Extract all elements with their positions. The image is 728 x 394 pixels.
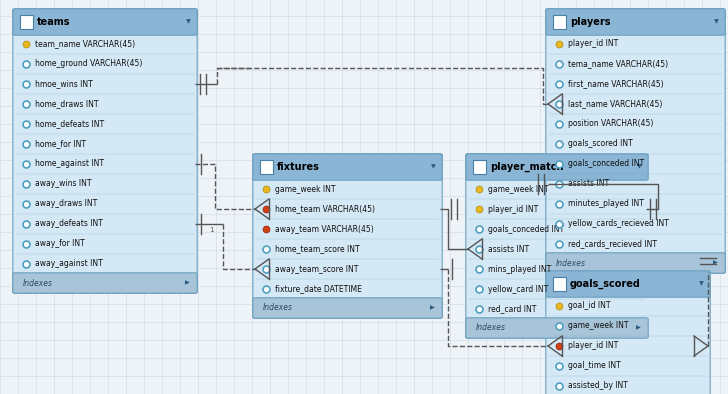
Text: ▼: ▼ bbox=[186, 19, 191, 24]
Text: mins_played INT: mins_played INT bbox=[488, 264, 551, 273]
Text: home_defeats INT: home_defeats INT bbox=[35, 119, 104, 128]
Text: ▶: ▶ bbox=[430, 305, 435, 310]
FancyBboxPatch shape bbox=[546, 253, 725, 273]
Text: ▶: ▶ bbox=[713, 260, 717, 266]
Text: team_name VARCHAR(45): team_name VARCHAR(45) bbox=[35, 39, 135, 48]
Text: goals_conceded INT: goals_conceded INT bbox=[568, 160, 644, 169]
Text: red_card INT: red_card INT bbox=[488, 305, 537, 314]
Text: ▼: ▼ bbox=[713, 19, 719, 24]
Text: away_team_score INT: away_team_score INT bbox=[275, 264, 358, 273]
FancyBboxPatch shape bbox=[253, 298, 442, 318]
Text: away_for INT: away_for INT bbox=[35, 240, 84, 249]
Bar bbox=[553, 15, 566, 29]
FancyBboxPatch shape bbox=[466, 318, 648, 338]
Text: ▼: ▼ bbox=[699, 281, 703, 286]
Text: fixture_date DATETIME: fixture_date DATETIME bbox=[275, 284, 362, 294]
Text: hmoe_wins INT: hmoe_wins INT bbox=[35, 80, 92, 89]
Bar bbox=[553, 277, 566, 291]
Text: ▼: ▼ bbox=[636, 165, 641, 169]
Text: player_id INT: player_id INT bbox=[568, 342, 618, 351]
FancyBboxPatch shape bbox=[466, 154, 648, 338]
FancyBboxPatch shape bbox=[13, 9, 197, 35]
Text: Indexes: Indexes bbox=[476, 323, 506, 333]
Text: ▼: ▼ bbox=[431, 165, 435, 169]
Text: goals_scored INT: goals_scored INT bbox=[568, 139, 633, 149]
Text: player_id INT: player_id INT bbox=[568, 39, 618, 48]
Text: players: players bbox=[570, 17, 611, 27]
Text: goals_scored: goals_scored bbox=[570, 279, 641, 289]
Text: fixtures: fixtures bbox=[277, 162, 320, 172]
Text: Indexes: Indexes bbox=[263, 303, 293, 312]
FancyBboxPatch shape bbox=[546, 9, 725, 273]
Text: home_against INT: home_against INT bbox=[35, 160, 104, 169]
Text: away_defeats INT: away_defeats INT bbox=[35, 219, 103, 229]
Text: assists INT: assists INT bbox=[568, 180, 609, 188]
Text: player_id INT: player_id INT bbox=[488, 204, 538, 214]
Text: home_ground VARCHAR(45): home_ground VARCHAR(45) bbox=[35, 59, 143, 69]
Text: assists INT: assists INT bbox=[488, 245, 529, 253]
Text: first_name VARCHAR(45): first_name VARCHAR(45) bbox=[568, 80, 664, 89]
FancyBboxPatch shape bbox=[253, 154, 442, 180]
Text: Indexes: Indexes bbox=[556, 258, 586, 268]
FancyBboxPatch shape bbox=[466, 154, 648, 180]
Text: game_week INT: game_week INT bbox=[568, 322, 628, 331]
Text: minutes_played INT: minutes_played INT bbox=[568, 199, 644, 208]
Text: game_week INT: game_week INT bbox=[488, 184, 548, 193]
FancyBboxPatch shape bbox=[546, 271, 711, 297]
Text: away_team VARCHAR(45): away_team VARCHAR(45) bbox=[275, 225, 373, 234]
Text: ▶: ▶ bbox=[636, 325, 641, 331]
Text: player_match: player_match bbox=[490, 162, 563, 172]
Text: goal_id INT: goal_id INT bbox=[568, 301, 611, 310]
Text: home_team VARCHAR(45): home_team VARCHAR(45) bbox=[275, 204, 375, 214]
Text: goals_conceded INT: goals_conceded INT bbox=[488, 225, 564, 234]
Text: yellow_card INT: yellow_card INT bbox=[488, 284, 548, 294]
Text: ▶: ▶ bbox=[185, 281, 189, 286]
Text: home_team_score INT: home_team_score INT bbox=[275, 245, 360, 253]
Bar bbox=[260, 160, 273, 174]
Text: goal_time INT: goal_time INT bbox=[568, 362, 621, 370]
Text: yellow_cards_recieved INT: yellow_cards_recieved INT bbox=[568, 219, 669, 229]
Text: 1: 1 bbox=[209, 227, 213, 233]
FancyBboxPatch shape bbox=[546, 9, 725, 35]
Bar bbox=[20, 15, 33, 29]
Text: home_draws INT: home_draws INT bbox=[35, 100, 98, 108]
Text: game_week INT: game_week INT bbox=[275, 184, 336, 193]
FancyBboxPatch shape bbox=[253, 154, 442, 318]
Bar bbox=[473, 160, 486, 174]
Text: red_cards_recieved INT: red_cards_recieved INT bbox=[568, 240, 657, 249]
FancyBboxPatch shape bbox=[13, 9, 197, 293]
FancyBboxPatch shape bbox=[13, 273, 197, 293]
Text: position VARCHAR(45): position VARCHAR(45) bbox=[568, 119, 653, 128]
Text: assisted_by INT: assisted_by INT bbox=[568, 381, 628, 390]
Text: last_name VARCHAR(45): last_name VARCHAR(45) bbox=[568, 100, 662, 108]
Text: teams: teams bbox=[37, 17, 71, 27]
Text: tema_name VARCHAR(45): tema_name VARCHAR(45) bbox=[568, 59, 668, 69]
Text: home_for INT: home_for INT bbox=[35, 139, 86, 149]
FancyBboxPatch shape bbox=[546, 271, 711, 394]
Text: Indexes: Indexes bbox=[23, 279, 53, 288]
Text: away_wins INT: away_wins INT bbox=[35, 180, 92, 188]
Text: away_draws INT: away_draws INT bbox=[35, 199, 98, 208]
Text: away_against INT: away_against INT bbox=[35, 260, 103, 268]
